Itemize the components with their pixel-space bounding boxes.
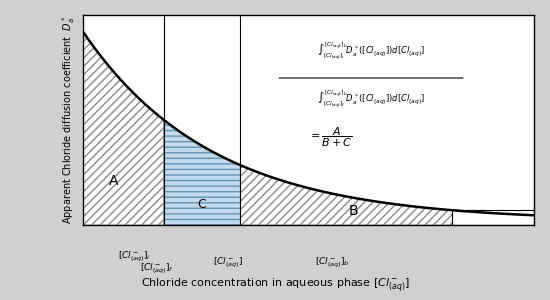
Text: $[Cl^-_{(aq)}]$: $[Cl^-_{(aq)}]$: [213, 255, 243, 269]
Text: Chloride concentration in aqueous phase $[Cl^-_{(aq)}]$: Chloride concentration in aqueous phase …: [141, 276, 409, 294]
Text: $[Cl^-_{(aq)}]_b$: $[Cl^-_{(aq)}]_b$: [315, 255, 350, 269]
Text: C: C: [197, 199, 206, 212]
Polygon shape: [164, 120, 240, 225]
Text: A: A: [109, 174, 119, 188]
Text: $\int_{[Cl_{(aq)}]_i}^{[Cl_{(aq)}]_b}D^*_a([Cl_{(aq)}])d[Cl_{(aq)}]$: $\int_{[Cl_{(aq)}]_i}^{[Cl_{(aq)}]_b}D^*…: [317, 40, 425, 62]
Text: B: B: [348, 204, 358, 218]
Y-axis label: Apparent Chloride diffusion coefficient  $D^*_a$: Apparent Chloride diffusion coefficient …: [60, 16, 77, 224]
Text: $[Cl^-_{(aq)}]_f$: $[Cl^-_{(aq)}]_f$: [140, 261, 174, 275]
Text: $[Cl^-_{(aq)}]_i$: $[Cl^-_{(aq)}]_i$: [118, 249, 151, 263]
FancyBboxPatch shape: [452, 210, 534, 225]
Text: $\int_{[Cl_{(aq)}]_f}^{[Cl_{(aq)}]_b}D^*_a([Cl_{(aq)}])d[Cl_{(aq)}]$: $\int_{[Cl_{(aq)}]_f}^{[Cl_{(aq)}]_b}D^*…: [317, 88, 425, 110]
Text: $=\dfrac{A}{B+C}$: $=\dfrac{A}{B+C}$: [308, 125, 353, 148]
